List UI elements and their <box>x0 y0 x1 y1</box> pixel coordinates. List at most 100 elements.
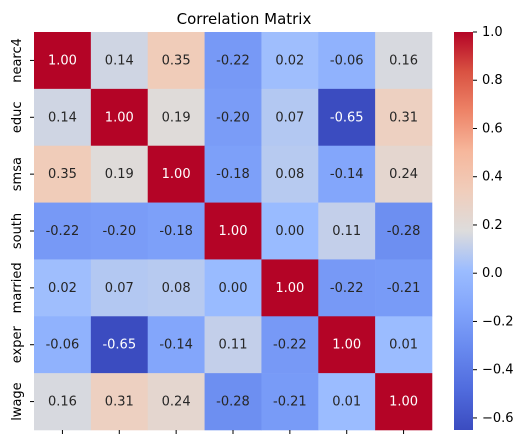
heatmap-cell-label-educ-nearc4: 0.14 <box>48 110 77 125</box>
heatmap-cell-south-south <box>204 202 262 260</box>
heatmap-cell-label-smsa-smsa: 1.00 <box>162 167 191 182</box>
heatmap-cell-label-south-exper: 0.11 <box>332 224 361 239</box>
heatmap-cell-label-married-smsa: 0.08 <box>162 281 191 296</box>
heatmap-cell-lwage-nearc4 <box>34 373 92 431</box>
heatmap-cell-label-educ-married: 0.07 <box>275 110 304 125</box>
colorbar-tick-label-5: 0.0 <box>482 266 503 281</box>
heatmap-cell-exper-educ <box>90 316 149 374</box>
chart-title: Correlation Matrix <box>177 10 312 28</box>
heatmap-cell-label-nearc4-south: -0.22 <box>216 53 250 68</box>
heatmap-cell-nearc4-nearc4 <box>34 32 92 90</box>
y-tick-label-exper: exper <box>10 326 25 364</box>
heatmap-cell-smsa-exper <box>318 145 376 203</box>
heatmap-cell-married-educ <box>90 259 149 317</box>
colorbar-tick-label-4: 0.2 <box>482 218 503 233</box>
heatmap-cell-lwage-educ <box>90 373 149 431</box>
heatmap-cell-south-smsa <box>147 202 205 260</box>
heatmap-cell-label-nearc4-exper: -0.06 <box>330 53 364 68</box>
heatmap-cell-nearc4-married <box>261 32 319 90</box>
colorbar-gradient <box>454 32 473 430</box>
heatmap-cell-label-south-educ: -0.20 <box>102 224 136 239</box>
colorbar-tick-label-6: −0.2 <box>482 314 514 329</box>
heatmap-cell-label-south-smsa: -0.18 <box>159 224 193 239</box>
heatmap-cell-label-nearc4-nearc4: 1.00 <box>48 53 77 68</box>
heatmap-cell-label-nearc4-married: 0.02 <box>275 53 304 68</box>
heatmap-cell-label-married-south: 0.00 <box>219 281 248 296</box>
heatmap-cell-married-married <box>261 259 319 317</box>
heatmap-cell-exper-south <box>204 316 262 374</box>
heatmap-cell-label-nearc4-educ: 0.14 <box>105 53 134 68</box>
heatmap-cell-nearc4-exper <box>318 32 376 90</box>
heatmap-cell-label-smsa-exper: -0.14 <box>330 167 364 182</box>
heatmap-cell-nearc4-smsa <box>147 32 205 90</box>
heatmap-cell-label-lwage-exper: 0.01 <box>332 395 361 410</box>
heatmap-cell-label-lwage-married: -0.21 <box>273 395 307 410</box>
heatmap-cell-label-smsa-south: -0.18 <box>216 167 250 182</box>
heatmap-cell-label-married-exper: -0.22 <box>330 281 364 296</box>
colorbar-tick-label-2: 0.6 <box>482 121 503 136</box>
heatmap-cell-exper-exper <box>318 316 376 374</box>
heatmap-cell-label-lwage-educ: 0.31 <box>105 395 134 410</box>
heatmap-cell-label-south-south: 1.00 <box>219 224 248 239</box>
heatmap-cell-educ-married <box>261 88 319 147</box>
heatmap-cell-label-nearc4-smsa: 0.35 <box>162 53 191 68</box>
heatmap-cell-label-exper-south: 0.11 <box>219 338 248 353</box>
heatmap-cell-nearc4-educ <box>90 32 149 90</box>
heatmap-cell-label-educ-south: -0.20 <box>216 110 250 125</box>
heatmap-cell-label-lwage-south: -0.28 <box>216 395 250 410</box>
heatmap-cell-label-exper-smsa: -0.14 <box>159 338 193 353</box>
heatmap-cell-south-married <box>261 202 319 260</box>
colorbar: 1.0 0.8 0.6 0.4 0.2 0.0 −0.2 −0.4 −0.6 <box>454 25 514 430</box>
heatmap-cell-educ-south <box>204 88 262 147</box>
heatmap-cell-educ-smsa <box>147 88 205 147</box>
colorbar-tick-label-3: 0.4 <box>482 170 503 185</box>
heatmap-cell-smsa-nearc4 <box>34 145 92 203</box>
y-axis: nearc4 educ smsa south married exper lwage <box>10 38 34 421</box>
heatmap-cell-label-smsa-educ: 0.19 <box>105 167 134 182</box>
heatmap-cell-married-nearc4 <box>34 259 92 317</box>
heatmap-cell-label-educ-lwage: 0.31 <box>389 110 418 125</box>
heatmap-cell-south-exper <box>318 202 376 260</box>
heatmap-cell-label-educ-smsa: 0.19 <box>162 110 191 125</box>
heatmap-cell-exper-married <box>261 316 319 374</box>
heatmap-cell-married-south <box>204 259 262 317</box>
heatmap-cell-south-educ <box>90 202 149 260</box>
heatmap-cell-lwage-smsa <box>147 373 205 431</box>
heatmap-cell-smsa-lwage <box>375 145 433 203</box>
colorbar-tick-label-1: 0.8 <box>482 73 503 88</box>
colorbar-tick-label-8: −0.6 <box>482 411 514 426</box>
heatmap-cell-label-smsa-lwage: 0.24 <box>389 167 418 182</box>
heatmap-cell-nearc4-south <box>204 32 262 90</box>
y-tick-label-nearc4: nearc4 <box>10 38 25 83</box>
heatmap-cell-lwage-lwage <box>375 373 433 431</box>
heatmap-cell-educ-exper <box>318 88 376 147</box>
heatmap-cell-label-married-nearc4: 0.02 <box>48 281 77 296</box>
heatmap-cell-exper-lwage <box>375 316 433 374</box>
heatmap-cell-married-lwage <box>375 259 433 317</box>
y-tick-label-smsa: smsa <box>10 157 25 191</box>
heatmap-cell-south-lwage <box>375 202 433 260</box>
heatmap-cell-label-educ-exper: -0.65 <box>330 110 364 125</box>
heatmap-cell-smsa-smsa <box>147 145 205 203</box>
heatmap-cell-label-smsa-nearc4: 0.35 <box>48 167 77 182</box>
heatmap-cell-label-exper-lwage: 0.01 <box>389 338 418 353</box>
heatmap-cell-smsa-south <box>204 145 262 203</box>
y-tick-label-married: married <box>10 262 25 313</box>
heatmap-cell-label-exper-exper: 1.00 <box>332 338 361 353</box>
heatmap-cell-exper-smsa <box>147 316 205 374</box>
heatmap-cell-labels: 1.00 0.14 0.35 -0.22 0.02 -0.06 0.16 0.14 1.00 0.… <box>46 53 421 409</box>
heatmap-cell-label-married-lwage: -0.21 <box>387 281 421 296</box>
heatmap-cells <box>34 32 433 431</box>
y-tick-label-south: south <box>10 213 25 249</box>
heatmap-cell-lwage-exper <box>318 373 376 431</box>
heatmap-cell-label-south-nearc4: -0.22 <box>46 224 80 239</box>
y-tick-label-lwage: lwage <box>10 382 25 420</box>
heatmap-cell-label-married-married: 1.00 <box>275 281 304 296</box>
colorbar-tick-label-7: −0.4 <box>482 363 514 378</box>
heatmap-cell-label-south-lwage: -0.28 <box>387 224 421 239</box>
heatmap-cell-label-lwage-smsa: 0.24 <box>162 395 191 410</box>
heatmap-cell-label-exper-nearc4: -0.06 <box>46 338 80 353</box>
